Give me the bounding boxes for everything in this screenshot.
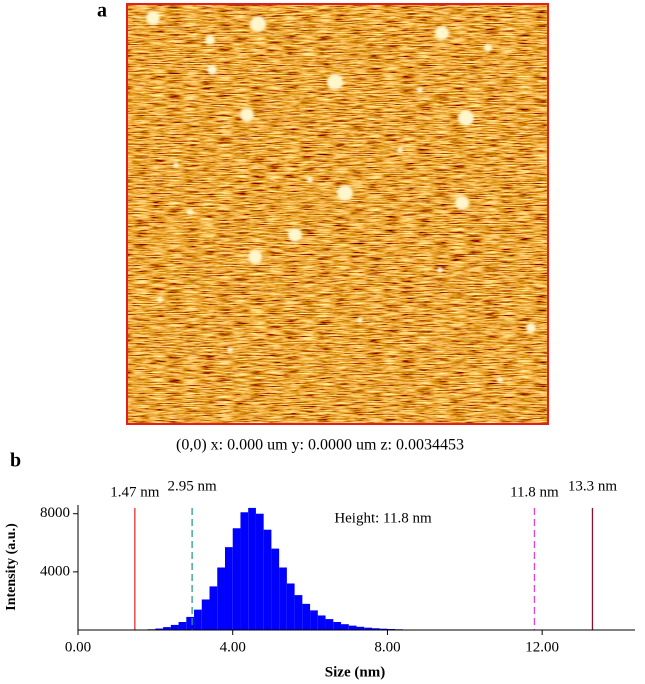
afm-texture bbox=[127, 4, 548, 424]
bar bbox=[201, 599, 210, 630]
bar bbox=[186, 616, 195, 630]
bar bbox=[364, 627, 372, 630]
x-tick-label: 12.00 bbox=[525, 639, 559, 655]
bar bbox=[286, 583, 295, 630]
marker-label: 2.95 nm bbox=[168, 478, 218, 494]
bar bbox=[194, 609, 202, 630]
x-axis-label: Size (nm) bbox=[325, 664, 385, 680]
afm-border bbox=[126, 3, 549, 425]
bar bbox=[341, 624, 349, 630]
x-tick-label: 0.00 bbox=[65, 639, 91, 655]
marker-label: 1.47 nm bbox=[110, 484, 160, 500]
bar bbox=[224, 547, 233, 630]
x-tick-label: 8.00 bbox=[374, 639, 400, 655]
panel-label: a bbox=[97, 0, 107, 22]
bar bbox=[209, 586, 218, 630]
bar bbox=[271, 548, 280, 630]
bar bbox=[356, 626, 365, 630]
bar bbox=[178, 622, 187, 630]
bar bbox=[371, 628, 380, 630]
image-caption: (0,0) x: 0.000 um y: 0.0000 um z: 0.0034… bbox=[176, 437, 464, 454]
afm-particles bbox=[146, 11, 536, 383]
bar bbox=[217, 567, 225, 630]
bar bbox=[310, 610, 318, 630]
bar bbox=[248, 507, 256, 630]
bar bbox=[255, 513, 264, 630]
bar bbox=[263, 529, 272, 630]
bar bbox=[333, 622, 342, 630]
annotation: Height: 11.8 nm bbox=[334, 510, 432, 526]
bar bbox=[317, 615, 326, 630]
bar bbox=[302, 603, 311, 630]
bar bbox=[325, 619, 334, 630]
x-tick-label: 4.00 bbox=[220, 639, 246, 655]
bar bbox=[155, 628, 164, 630]
bar bbox=[294, 595, 303, 630]
y-tick-label: 4000 bbox=[40, 563, 70, 579]
bar bbox=[163, 627, 171, 630]
bar bbox=[387, 628, 396, 630]
bar bbox=[170, 624, 179, 630]
y-tick-label: 8000 bbox=[40, 505, 70, 521]
panel-label: b bbox=[10, 450, 21, 472]
bar bbox=[379, 628, 388, 630]
bar bbox=[240, 512, 249, 630]
marker-label: 11.8 nm bbox=[510, 484, 559, 500]
afm-image bbox=[126, 3, 549, 425]
y-axis-label: Intensity (a.u.) bbox=[4, 523, 19, 611]
bar bbox=[279, 567, 287, 630]
bar bbox=[232, 528, 241, 630]
bar bbox=[348, 625, 357, 630]
marker-label: 13.3 nm bbox=[568, 478, 618, 494]
